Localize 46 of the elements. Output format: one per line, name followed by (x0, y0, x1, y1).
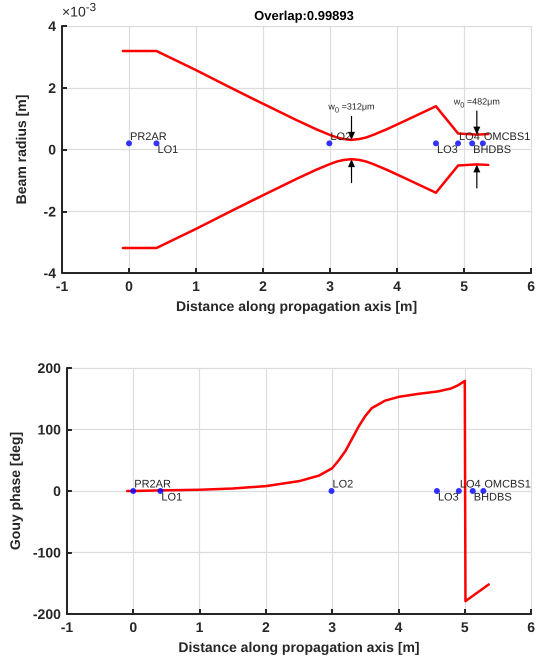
annotation: BHDBS (474, 492, 512, 504)
y-tick-label: -100 (32, 544, 62, 560)
y-axis-title: Gouy phase [deg] (7, 432, 23, 550)
annotation: LO3 (436, 144, 458, 156)
y-tick-label: 2 (48, 80, 56, 96)
x-tick-label: 3 (328, 619, 336, 635)
annotation: OMCBS1 (484, 478, 531, 490)
x-tick-label: 0 (125, 278, 134, 294)
y-tick-label: 200 (38, 360, 62, 376)
y-tick-label: 0 (48, 142, 56, 158)
x-tick-label: 4 (393, 278, 402, 294)
y-tick-label: -2 (44, 203, 56, 220)
annotation: OMCBS1 (484, 130, 530, 143)
x-tick-label: 3 (326, 278, 334, 294)
x-tick-label: 1 (192, 278, 200, 294)
annotation: PR2AR (134, 478, 171, 490)
annotation: BHDBS (473, 144, 512, 156)
y-tick-label: 0 (53, 483, 62, 499)
x-tick-label: 2 (262, 619, 270, 635)
x-tick-label: -1 (56, 278, 68, 294)
annotation: LO3 (438, 492, 459, 504)
y-tick-label: -4 (44, 265, 56, 281)
annotation: PR2AR (130, 130, 167, 143)
y-tick-label: -200 (32, 606, 62, 622)
x-tick-label: 5 (460, 278, 468, 294)
x-tick-label: 0 (129, 619, 138, 635)
annotation: LO2 (332, 478, 354, 490)
annotation: LO1 (157, 144, 178, 156)
x-tick-label: 6 (527, 619, 536, 635)
x-tick-label: 5 (460, 619, 469, 635)
y-tick-label: 100 (38, 422, 62, 438)
annotation: LO1 (161, 492, 182, 504)
x-axis-title: Distance along propagation axis [m] (176, 298, 418, 314)
x-tick-label: -1 (60, 619, 74, 635)
annotation: w$_{0}$ =482μm (454, 96, 500, 110)
x-axis-title: Distance along propagation axis [m] (178, 639, 420, 655)
chart-title: Overlap:0.99893 (254, 8, 354, 23)
x-tick-label: 2 (259, 278, 268, 294)
x-tick-label: 4 (394, 619, 403, 635)
x-tick-label: 1 (196, 619, 204, 635)
annotation: w$_{0}$ =312μm (328, 102, 375, 114)
y-axis-title: Beam radius [m] (13, 94, 29, 204)
y-tick-label: 4 (48, 18, 56, 34)
line-series (122, 158, 490, 250)
x-tick-label: 6 (527, 278, 536, 294)
text: ×10$^{-3}$ (62, 1, 96, 20)
